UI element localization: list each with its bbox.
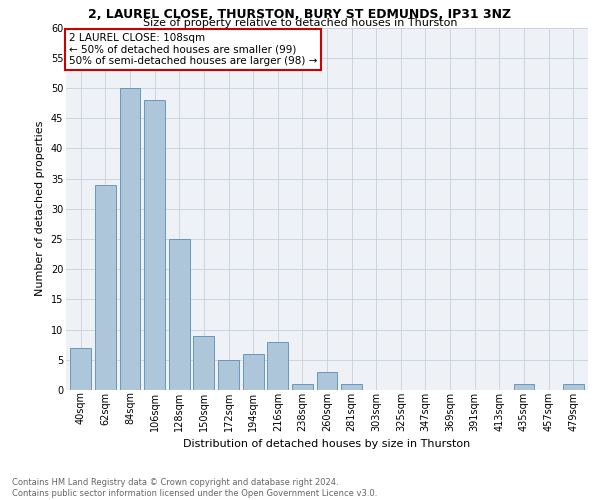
Bar [267,342,288,390]
Bar [218,360,239,390]
Text: 2, LAUREL CLOSE, THURSTON, BURY ST EDMUNDS, IP31 3NZ: 2, LAUREL CLOSE, THURSTON, BURY ST EDMUN… [88,8,512,20]
Bar [169,239,190,390]
Bar [193,336,214,390]
Bar [119,88,140,390]
Text: 2 LAUREL CLOSE: 108sqm
← 50% of detached houses are smaller (99)
50% of semi-det: 2 LAUREL CLOSE: 108sqm ← 50% of detached… [68,33,317,66]
Bar [317,372,337,390]
Bar [514,384,535,390]
Bar [292,384,313,390]
Y-axis label: Number of detached properties: Number of detached properties [35,121,45,296]
X-axis label: Distribution of detached houses by size in Thurston: Distribution of detached houses by size … [184,439,470,449]
Bar [563,384,584,390]
Text: Size of property relative to detached houses in Thurston: Size of property relative to detached ho… [143,18,457,28]
Bar [242,354,263,390]
Bar [95,184,116,390]
Bar [341,384,362,390]
Text: Contains HM Land Registry data © Crown copyright and database right 2024.
Contai: Contains HM Land Registry data © Crown c… [12,478,377,498]
Bar [70,348,91,390]
Bar [144,100,165,390]
